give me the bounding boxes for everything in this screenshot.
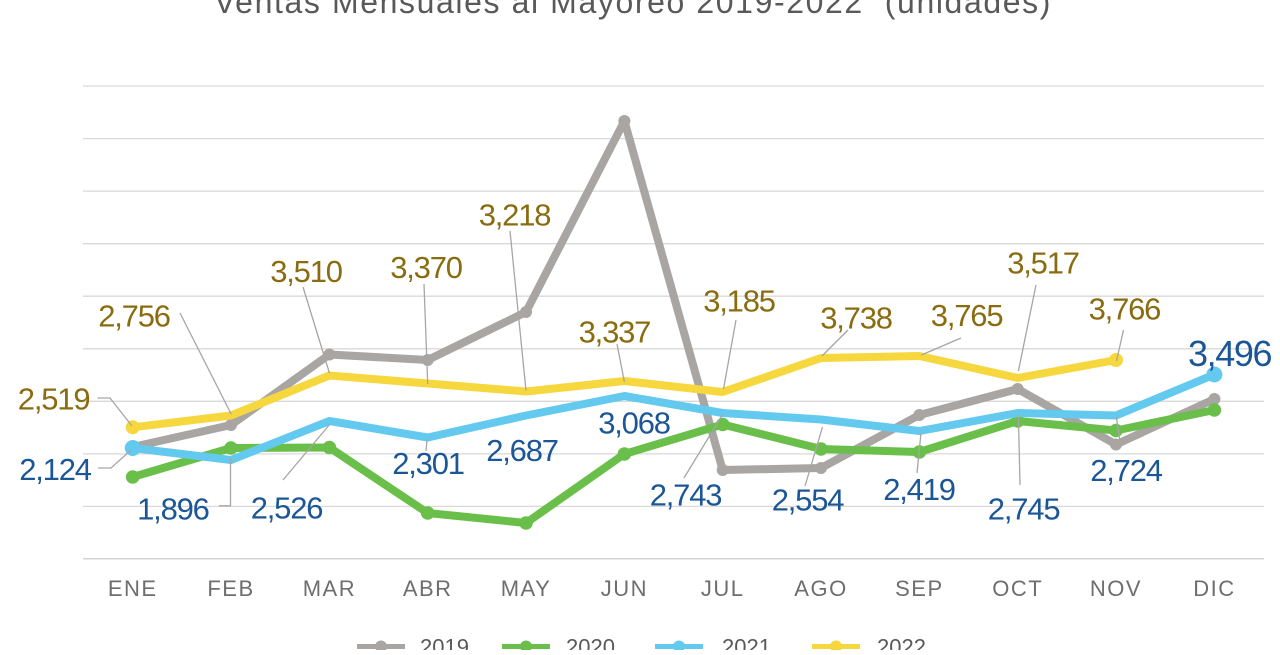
svg-text:2,526: 2,526 — [251, 491, 323, 526]
svg-text:2,554: 2,554 — [772, 483, 845, 518]
svg-text:3,496: 3,496 — [1188, 333, 1271, 374]
svg-text:3,337: 3,337 — [579, 315, 651, 350]
svg-text:2,419: 2,419 — [883, 472, 955, 507]
svg-text:2,756: 2,756 — [98, 299, 170, 334]
svg-text:3,510: 3,510 — [270, 254, 343, 289]
svg-text:3,370: 3,370 — [390, 250, 463, 285]
svg-text:ENE: ENE — [108, 576, 158, 601]
svg-text:FEB: FEB — [207, 576, 254, 601]
svg-text:3,218: 3,218 — [479, 198, 551, 233]
svg-text:JUN: JUN — [601, 576, 648, 601]
svg-text:Ventas Mensuales al Mayoreo 20: Ventas Mensuales al Mayoreo 2019-2022 (u… — [214, 0, 1052, 20]
svg-text:2,687: 2,687 — [486, 433, 558, 468]
svg-text:1,896: 1,896 — [137, 492, 209, 527]
svg-text:2,724: 2,724 — [1090, 453, 1163, 488]
svg-text:SEP: SEP — [895, 576, 944, 601]
svg-text:3,766: 3,766 — [1089, 292, 1161, 327]
svg-text:3,765: 3,765 — [931, 298, 1003, 333]
svg-text:2,745: 2,745 — [988, 492, 1060, 527]
svg-text:3,517: 3,517 — [1007, 246, 1079, 281]
svg-text:2,743: 2,743 — [650, 478, 722, 513]
svg-text:2,519: 2,519 — [18, 382, 90, 417]
svg-text:2,301: 2,301 — [392, 446, 464, 481]
svg-text:2020: 2020 — [566, 635, 615, 651]
svg-text:MAY: MAY — [501, 576, 552, 601]
svg-text:3,185: 3,185 — [703, 284, 775, 319]
svg-text:JUL: JUL — [701, 576, 745, 601]
svg-text:AGO: AGO — [794, 576, 847, 601]
svg-text:2021: 2021 — [722, 635, 771, 651]
svg-text:MAR: MAR — [303, 576, 356, 601]
svg-text:NOV: NOV — [1090, 576, 1142, 601]
svg-text:2022: 2022 — [877, 635, 926, 651]
svg-text:2,124: 2,124 — [19, 452, 92, 487]
svg-text:OCT: OCT — [992, 576, 1043, 601]
svg-text:3,068: 3,068 — [598, 406, 670, 441]
svg-text:2019: 2019 — [420, 635, 469, 651]
svg-text:3,738: 3,738 — [820, 301, 892, 336]
svg-text:ABR: ABR — [403, 576, 453, 601]
svg-text:DIC: DIC — [1193, 576, 1235, 601]
